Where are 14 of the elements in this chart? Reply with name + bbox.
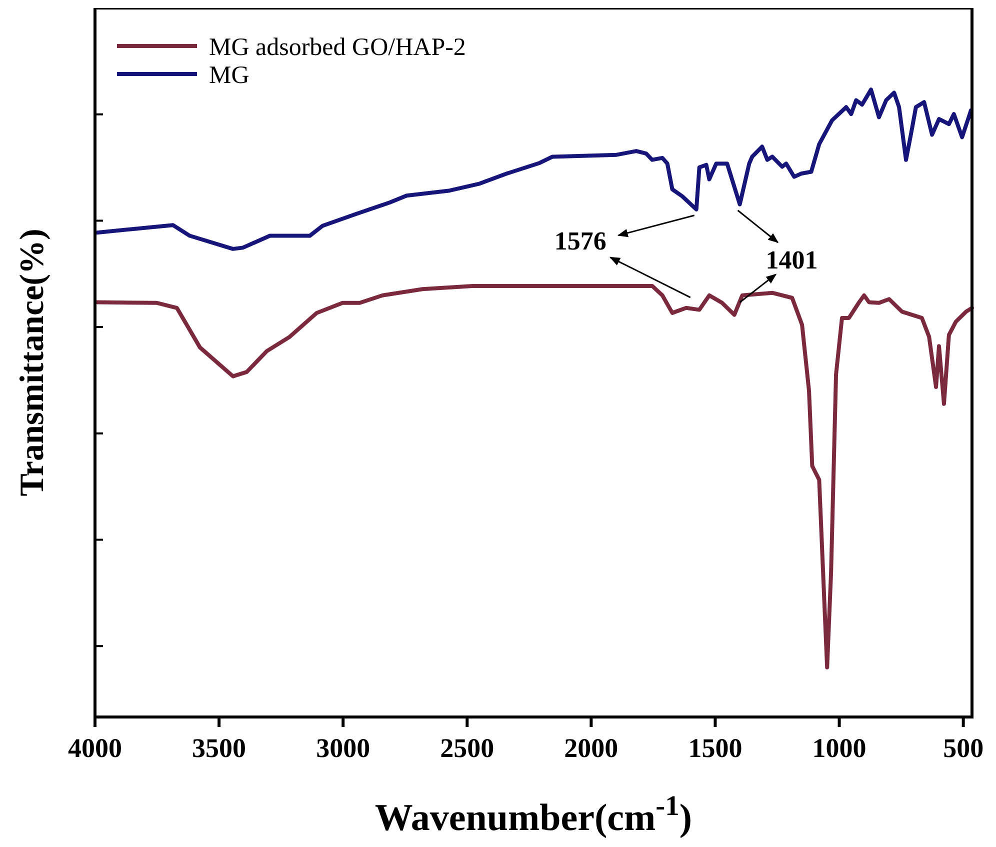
annotation: 1576 (554, 226, 606, 256)
x-tick-label: 500 (943, 733, 984, 763)
x-tick-label: 2500 (440, 733, 494, 763)
legend-label: MG (209, 62, 250, 89)
x-tick-label: 3500 (192, 733, 246, 763)
x-tick-label: 2000 (564, 733, 618, 763)
x-tick-label: 3000 (316, 733, 370, 763)
annotation: 1401 (766, 245, 818, 274)
x-tick-label: 1000 (812, 733, 866, 763)
legend-label: MG adsorbed GO/HAP-2 (209, 34, 466, 61)
y-axis-title: Transmittance(%) (14, 228, 51, 496)
x-tick-label: 4000 (68, 733, 122, 763)
x-tick-label: 1500 (688, 733, 742, 763)
x-axis-title: Wavenumber(cm$^{-1}$) (374, 790, 692, 839)
